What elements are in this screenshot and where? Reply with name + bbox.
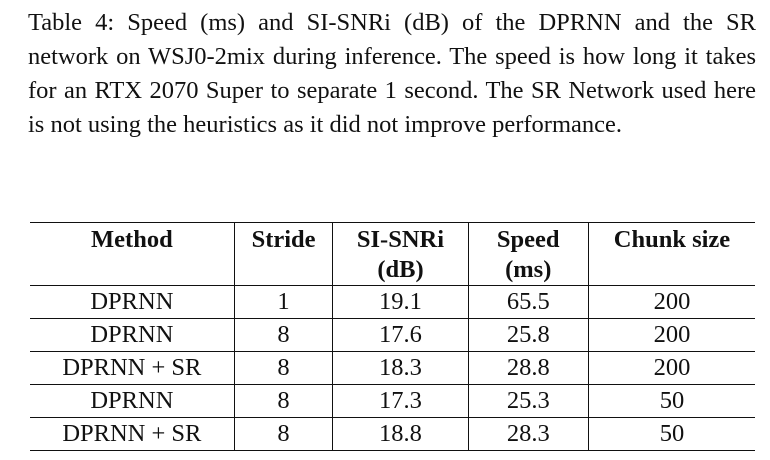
- header-speed: Speed (ms): [467, 222, 589, 286]
- cell-chunk-size: 200: [587, 318, 755, 352]
- table-row: DPRNN + SR 8 18.3 28.8 200: [30, 351, 755, 385]
- cell-chunk-size: 200: [587, 285, 755, 319]
- cell-chunk-size: 50: [587, 384, 755, 418]
- header-sisnri-line1: SI-SNRi: [356, 226, 445, 253]
- cell-stride: 8: [233, 318, 333, 352]
- cell-method: DPRNN: [90, 321, 174, 348]
- cell-stride: 8: [233, 384, 333, 418]
- cell-speed: 65.5: [467, 285, 589, 319]
- header-speed-line1: Speed: [496, 226, 560, 253]
- header-method: Method: [91, 226, 173, 253]
- cell-stride: 1: [233, 285, 333, 319]
- cell-speed: 25.3: [467, 384, 589, 418]
- header-sisnri-line2: (dB): [377, 256, 424, 283]
- cell-method: DPRNN + SR: [62, 420, 202, 447]
- cell-speed: 28.8: [467, 351, 589, 385]
- cell-speed: 25.8: [467, 318, 589, 352]
- cell-sisnri: 18.8: [332, 417, 469, 451]
- table-row: DPRNN + SR 8 18.8 28.3 50: [30, 417, 755, 451]
- table-row: DPRNN 8 17.6 25.8 200: [30, 318, 755, 352]
- cell-sisnri: 17.3: [332, 384, 469, 418]
- table-header-row: Method Stride SI-SNRi (dB) Speed (ms) Chun…: [30, 222, 755, 286]
- cell-stride: 8: [233, 351, 333, 385]
- header-speed-line2: (ms): [505, 256, 552, 283]
- cell-method: DPRNN: [90, 387, 174, 414]
- cell-chunk-size: 200: [587, 351, 755, 385]
- header-stride: Stride: [233, 222, 333, 286]
- cell-chunk-size: 50: [587, 417, 755, 451]
- cell-speed: 28.3: [467, 417, 589, 451]
- results-table: Method Stride SI-SNRi (dB) Speed (ms) Chun…: [30, 222, 755, 451]
- header-sisnri: SI-SNRi (dB): [332, 222, 469, 286]
- header-chunk-size: Chunk size: [587, 222, 755, 286]
- table-caption: Table 4: Speed (ms) and SI-SNRi (dB) of …: [28, 9, 756, 138]
- cell-sisnri: 18.3: [332, 351, 469, 385]
- table-row: DPRNN 8 17.3 25.3 50: [30, 384, 755, 418]
- cell-stride: 8: [233, 417, 333, 451]
- cell-sisnri: 19.1: [332, 285, 469, 319]
- table-row: DPRNN 1 19.1 65.5 200: [30, 285, 755, 319]
- cell-method: DPRNN + SR: [62, 354, 202, 381]
- cell-sisnri: 17.6: [332, 318, 469, 352]
- cell-method: DPRNN: [90, 288, 174, 315]
